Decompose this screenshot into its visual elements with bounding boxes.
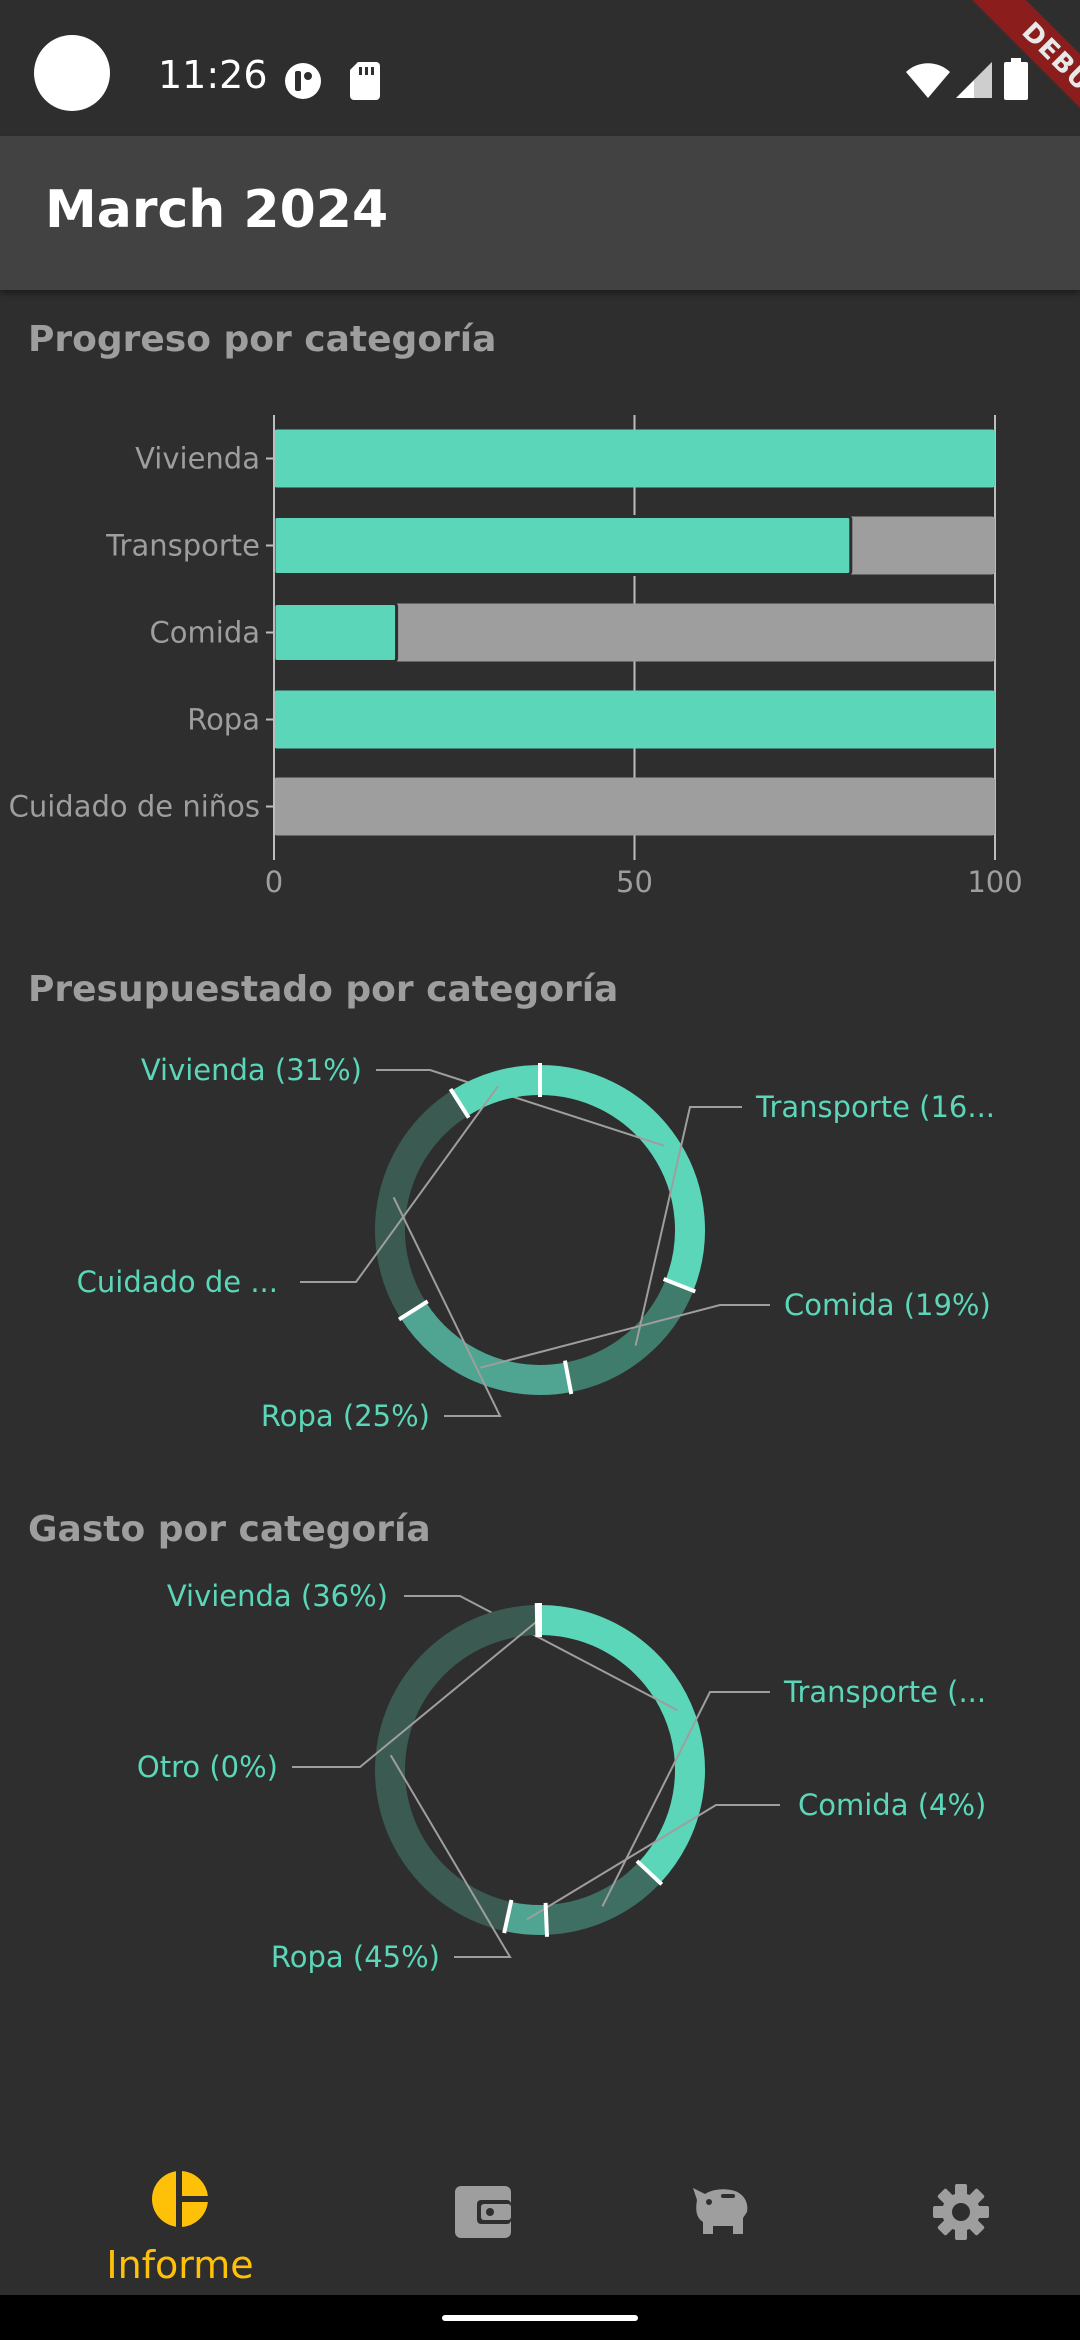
bar-track [274, 777, 995, 836]
slice-label: Transporte (16... [755, 1090, 995, 1124]
donut-slice [375, 1605, 538, 1932]
gesture-bar [0, 2295, 1080, 2340]
nav-label-informe: Informe [106, 2243, 254, 2287]
wallet-icon [455, 2186, 511, 2238]
slice-separator [543, 1902, 550, 1937]
progress-bar-chart: Vivienda Transporte Comida Ropa Cuidado de n… [9, 415, 1023, 899]
slice-label: Otro (0%) [137, 1750, 278, 1784]
bottom-navigation: Informe [0, 2140, 1080, 2295]
leader-line [389, 1754, 512, 1958]
donut-slice [564, 1279, 694, 1393]
page-title: March 2024 [45, 180, 389, 240]
slice-separator [502, 1899, 514, 1934]
slice-label: Comida (19%) [784, 1288, 991, 1322]
leader-line [292, 1619, 540, 1768]
y-tick-label: Cuidado de niños [9, 790, 260, 824]
slice-separator [448, 1087, 471, 1119]
spent-donut-chart: Vivienda (36%) Transporte (... Comida (4%)… [137, 1579, 986, 1974]
status-time: 11:26 [158, 53, 268, 97]
slice-label: Ropa (45%) [271, 1940, 440, 1974]
cell-signal-icon [956, 62, 992, 98]
y-tick-label: Transporte [105, 529, 260, 563]
donut-slice [375, 1090, 468, 1319]
section-title-progress: Progreso por categoría [28, 319, 497, 360]
x-tick-label: 50 [616, 865, 653, 899]
home-indicator[interactable] [442, 2315, 638, 2321]
slice-label: Comida (4%) [798, 1788, 986, 1822]
slice-label: Vivienda (31%) [141, 1053, 362, 1087]
y-tick-label: Comida [150, 616, 260, 650]
donut-slice [545, 1862, 661, 1935]
slice-separator [397, 1299, 429, 1322]
section-title-spent: Gasto por categoría [28, 1509, 431, 1550]
wifi-icon [906, 63, 950, 98]
sd-card-icon [350, 62, 380, 100]
bar [272, 515, 853, 576]
bar-track [274, 603, 995, 662]
nav-item-savings[interactable] [585, 2140, 855, 2295]
leader-line [300, 1085, 499, 1283]
leader-line [601, 1691, 770, 1907]
slice-label: Ropa (25%) [261, 1399, 430, 1433]
donut-slice [400, 1302, 571, 1395]
leader-line [526, 1804, 780, 1921]
bar [274, 690, 995, 749]
nav-item-informe[interactable]: Informe [45, 2140, 315, 2295]
nav-item-settings[interactable] [825, 2140, 1080, 2295]
pie-chart-icon [152, 2170, 209, 2228]
leader-line [634, 1106, 742, 1346]
app-bar: March 2024 [0, 136, 1080, 290]
bar [274, 429, 995, 488]
gear-icon [933, 2184, 989, 2240]
x-tick-label: 100 [967, 865, 1022, 899]
leader-line [392, 1196, 502, 1417]
slice-separator [562, 1360, 574, 1395]
battery-icon [1004, 58, 1028, 100]
leader-line [480, 1304, 770, 1369]
donut-slice [539, 1065, 705, 1291]
slice-separator [635, 1859, 664, 1886]
slice-separator [534, 1602, 540, 1638]
slice-label: Transporte (... [783, 1675, 986, 1709]
slice-label: Cuidado de ... [77, 1265, 278, 1299]
status-bar: 11:26 DEBUG [0, 0, 1080, 160]
y-tick-label: Ropa [187, 703, 260, 737]
leader-line [404, 1595, 679, 1712]
budget-donut-chart: Vivienda (31%) Transporte (16... Comida (1… [77, 1053, 995, 1433]
camera-cutout [34, 35, 110, 111]
piggy-bank-icon [693, 2188, 748, 2234]
nav-item-wallet[interactable] [345, 2140, 615, 2295]
bar [272, 602, 399, 663]
x-tick-label: 0 [265, 865, 283, 899]
slice-label: Vivienda (36%) [167, 1579, 388, 1613]
section-title-budgeted: Presupuestado por categoría [28, 969, 619, 1010]
leader-line [376, 1069, 665, 1147]
app-notification-icon [285, 63, 321, 99]
donut-slice [451, 1065, 541, 1117]
slice-separator [662, 1277, 697, 1294]
y-tick-label: Vivienda [135, 442, 260, 476]
